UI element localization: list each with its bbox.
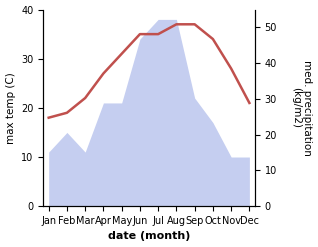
- Y-axis label: med. precipitation
(kg/m2): med. precipitation (kg/m2): [291, 60, 313, 156]
- X-axis label: date (month): date (month): [108, 231, 190, 242]
- Y-axis label: max temp (C): max temp (C): [5, 72, 16, 144]
